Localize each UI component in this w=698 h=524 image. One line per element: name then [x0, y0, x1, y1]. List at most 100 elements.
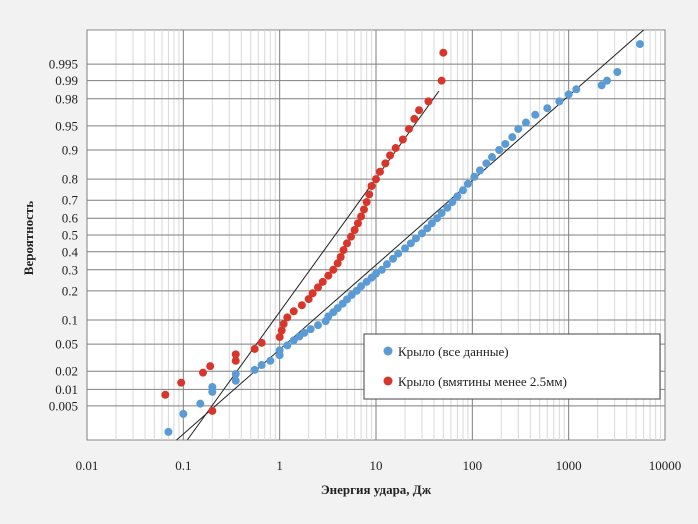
point-dents — [277, 326, 286, 335]
point-all-data — [423, 224, 432, 233]
point-dents — [177, 378, 186, 387]
point-dents — [346, 232, 355, 241]
point-all-data — [501, 139, 510, 148]
point-dents — [257, 338, 266, 347]
y-tick-label: 0.8 — [62, 172, 78, 187]
point-all-data — [400, 244, 409, 253]
point-all-data — [372, 269, 380, 278]
point-all-data — [314, 321, 323, 330]
point-all-data — [406, 239, 415, 248]
y-tick-label: 0.2 — [62, 283, 78, 298]
point-all-data — [487, 153, 496, 162]
point-dents — [161, 390, 170, 399]
point-all-data — [495, 145, 504, 154]
point-dents — [324, 271, 333, 280]
point-dents — [289, 307, 298, 316]
point-all-data — [470, 172, 479, 181]
y-tick-label: 0.1 — [62, 313, 78, 328]
point-dents — [372, 175, 380, 184]
point-all-data — [394, 249, 403, 258]
point-dents — [415, 106, 424, 115]
y-tick-label: 0.6 — [62, 211, 79, 226]
x-tick-label: 1000 — [556, 458, 582, 473]
legend-swatch-all-data — [383, 346, 393, 356]
legend: Крыло (все данные) Крыло (вмятины менее … — [363, 333, 661, 400]
point-all-data — [427, 219, 436, 228]
point-all-data — [433, 214, 442, 223]
legend-swatch-dents — [383, 376, 393, 386]
point-all-data — [613, 67, 622, 76]
x-tick-label: 1 — [276, 458, 283, 473]
point-all-data — [283, 341, 292, 350]
point-all-data — [357, 282, 366, 291]
point-dents — [279, 319, 288, 328]
point-all-data — [275, 346, 284, 355]
point-dents — [336, 253, 345, 262]
point-dents — [339, 246, 348, 255]
point-all-data — [564, 90, 573, 99]
point-dents — [375, 167, 384, 176]
point-dents — [314, 283, 323, 292]
point-dents — [381, 159, 390, 168]
point-all-data — [635, 40, 644, 49]
y-tick-label: 0.995 — [49, 57, 78, 72]
point-dents — [304, 295, 313, 304]
point-all-data — [453, 192, 462, 201]
point-all-data — [257, 361, 266, 370]
point-all-data — [482, 159, 491, 168]
y-axis-title: Вероятность — [21, 201, 36, 275]
x-tick-labels: 0.01 0.1 1 10 100 1000 10000 — [76, 458, 682, 473]
point-all-data — [164, 427, 173, 436]
grid — [86, 30, 666, 440]
point-dents — [365, 190, 374, 199]
x-tick-label: 100 — [463, 458, 483, 473]
x-tick-label: 10 — [370, 458, 383, 473]
y-tick-label: 0.02 — [55, 364, 78, 379]
y-tick-label: 0.9 — [62, 142, 78, 157]
point-all-data — [572, 85, 581, 94]
point-all-data — [443, 203, 452, 212]
point-dents — [250, 344, 259, 353]
point-dents — [424, 97, 433, 106]
point-dents — [437, 76, 446, 85]
point-all-data — [437, 208, 446, 217]
point-dents — [343, 239, 352, 248]
point-all-data — [603, 76, 612, 85]
point-dents — [439, 48, 448, 57]
point-dents — [398, 135, 407, 144]
x-tick-label: 0.01 — [76, 458, 99, 473]
y-tick-label: 0.4 — [62, 244, 79, 259]
point-dents — [297, 301, 306, 310]
point-dents — [275, 333, 284, 342]
point-all-data — [208, 382, 217, 391]
point-all-data — [417, 229, 426, 238]
x-tick-label: 10000 — [649, 458, 682, 473]
point-all-data — [231, 370, 240, 379]
x-tick-label: 0.1 — [175, 458, 191, 473]
y-tick-label: 0.5 — [62, 228, 78, 243]
point-dents — [208, 406, 217, 415]
point-dents — [231, 350, 240, 359]
point-dents — [367, 181, 376, 190]
point-dents — [318, 277, 327, 286]
legend-label-all-data: Крыло (все данные) — [398, 344, 509, 359]
point-dents — [404, 124, 413, 133]
point-all-data — [514, 124, 523, 133]
point-all-data — [458, 186, 467, 195]
point-dents — [329, 265, 338, 274]
point-all-data — [231, 376, 240, 385]
point-dents — [357, 212, 366, 221]
point-all-data — [388, 254, 397, 263]
point-all-data — [266, 356, 275, 365]
point-all-data — [597, 81, 606, 90]
y-tick-label: 0.3 — [62, 262, 78, 277]
y-tick-label: 0.98 — [55, 91, 78, 106]
point-all-data — [543, 104, 552, 113]
point-dents — [308, 289, 317, 298]
y-tick-label: 0.05 — [55, 337, 78, 352]
point-dents — [353, 219, 362, 228]
point-all-data — [377, 265, 386, 274]
point-dents — [410, 114, 419, 123]
